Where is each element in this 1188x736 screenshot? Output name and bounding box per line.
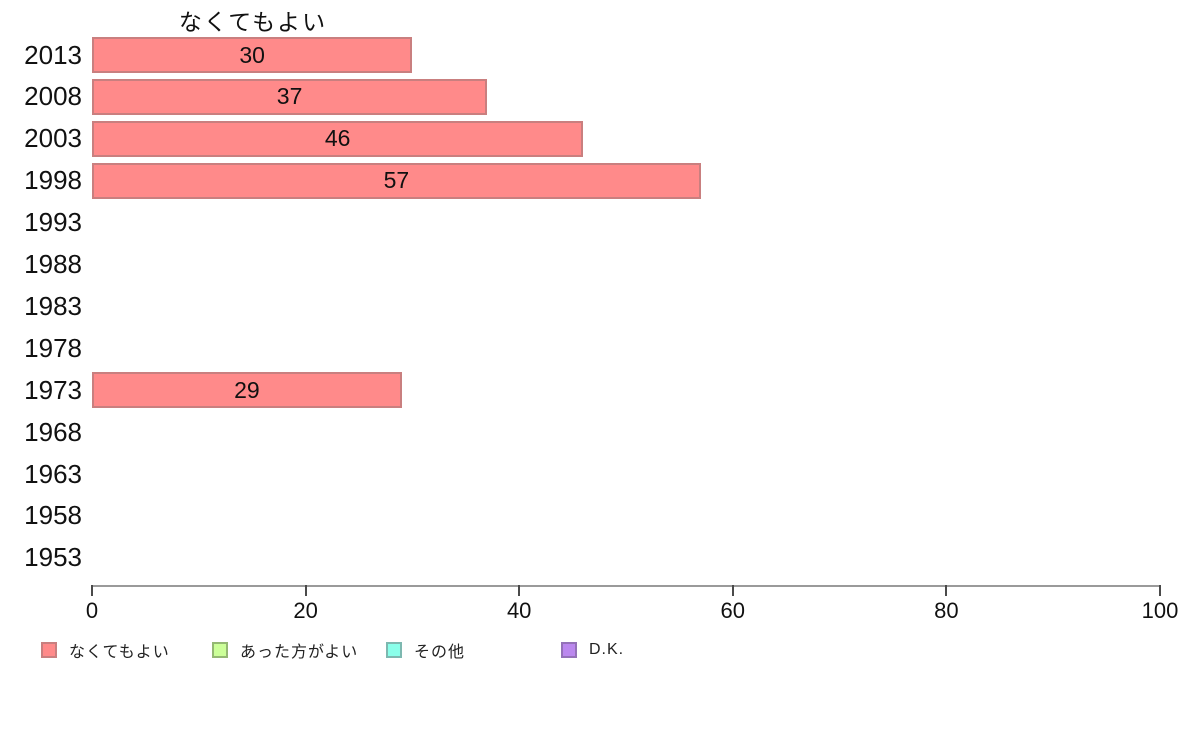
year-label: 1978 — [24, 332, 82, 363]
legend-item: あった方がよい — [212, 640, 359, 661]
legend-item: D.K. — [561, 640, 624, 660]
legend-label: D.K. — [589, 641, 625, 658]
x-tick — [1159, 585, 1161, 596]
x-tick-label: 0 — [85, 598, 99, 623]
legend-label: あった方がよい — [240, 644, 359, 661]
x-tick-label: 20 — [293, 598, 318, 623]
bar: 46 — [92, 120, 584, 157]
year-label: 1993 — [24, 207, 82, 238]
bar: 37 — [92, 78, 488, 115]
x-tick-label: 80 — [934, 598, 959, 623]
legend-swatch-icon — [386, 642, 402, 658]
year-label: 1983 — [24, 290, 82, 321]
x-tick — [731, 585, 734, 596]
year-label: 1968 — [24, 416, 82, 447]
chart-title: なくてもよい — [178, 9, 328, 35]
x-tick-label: 40 — [506, 598, 532, 623]
bar: 30 — [92, 37, 413, 73]
x-tick — [304, 585, 307, 596]
legend-swatch-icon — [41, 642, 57, 658]
year-label: 1988 — [24, 249, 82, 279]
x-tick — [91, 585, 93, 596]
year-label: 1973 — [24, 374, 82, 405]
bar: 57 — [92, 162, 701, 199]
legend-item: その他 — [386, 640, 466, 661]
year-label: 1963 — [24, 458, 82, 489]
year-label: 2003 — [24, 123, 82, 154]
x-axis-line — [92, 585, 1160, 587]
legend-item: なくてもよい — [41, 640, 170, 661]
legend-label: その他 — [414, 644, 466, 661]
bar-value-label: 57 — [383, 167, 410, 194]
bar-value-label: 30 — [239, 41, 265, 68]
x-tick-label: 100 — [1141, 598, 1179, 623]
bar-value-label: 29 — [234, 376, 260, 403]
x-tick — [518, 585, 521, 596]
x-tick — [945, 585, 948, 596]
bar: 29 — [92, 372, 402, 409]
legend-swatch-icon — [561, 642, 577, 658]
legend-label: なくてもよい — [69, 644, 170, 661]
bar-value-label: 37 — [276, 83, 303, 110]
legend-swatch-icon — [212, 642, 228, 658]
year-label: 2008 — [24, 81, 82, 112]
bar-value-label: 46 — [324, 125, 351, 152]
year-label: 1958 — [24, 500, 82, 531]
year-label: 2013 — [24, 39, 82, 70]
x-tick-label: 60 — [720, 598, 746, 623]
year-label: 1953 — [24, 542, 82, 573]
year-label: 1998 — [24, 165, 82, 196]
